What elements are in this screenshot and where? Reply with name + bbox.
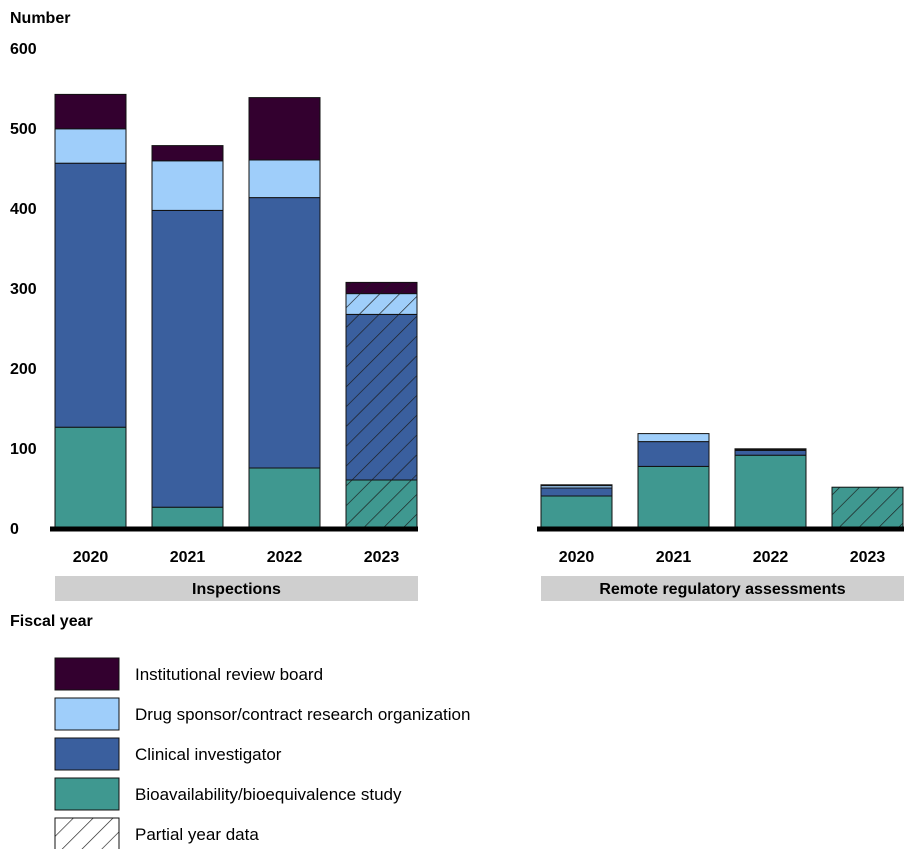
- bar-segment-ba_be: [734, 454, 807, 529]
- panel-label-band: [541, 576, 904, 601]
- bar-segment-ci: [734, 449, 807, 456]
- legend-swatch-ci: [54, 737, 120, 771]
- bar-segment-ba_be: [151, 506, 224, 529]
- bar-segment-ci: [540, 487, 613, 497]
- partial-hatch: [832, 487, 903, 528]
- x-tick-label: 2023: [850, 549, 886, 566]
- y-axis-title: Number: [10, 10, 70, 27]
- x-tick-label: 2021: [170, 549, 206, 566]
- x-tick-label: 2021: [656, 549, 692, 566]
- y-tick-label: 400: [10, 201, 37, 218]
- x-tick-label: 2022: [753, 549, 789, 566]
- x-tick-label: 2022: [267, 549, 303, 566]
- legend-label: Drug sponsor/contract research organizat…: [135, 705, 470, 724]
- panel-1: 2020 2021 2022 2023 Remote regulatory assess…: [537, 433, 904, 601]
- legend-label: Institutional review board: [135, 665, 323, 684]
- legend-swatch-irb: [54, 657, 120, 691]
- legend-label: Clinical investigator: [135, 745, 282, 764]
- legend-label: Bioavailability/bioequivalence study: [135, 785, 402, 804]
- partial-hatch: [346, 480, 417, 528]
- legend-swatch-ba_be: [54, 777, 120, 811]
- y-tick-label: 200: [10, 361, 37, 378]
- y-tick-label: 100: [10, 441, 37, 458]
- bar-segment-irb: [540, 484, 613, 487]
- y-tick-label: 600: [10, 41, 37, 58]
- bar-segment-ba_be: [540, 495, 613, 529]
- bar-segment-sponsor: [54, 128, 127, 164]
- bar-segment-ba_be: [248, 467, 321, 529]
- x-tick-label: 2020: [559, 549, 595, 566]
- partial-hatch: [346, 282, 417, 294]
- panel-label: Inspections: [192, 581, 281, 598]
- bar-segment-ba_be: [54, 426, 127, 529]
- y-tick-label: 0: [10, 521, 19, 538]
- panel-label: Remote regulatory assessments: [599, 581, 845, 598]
- y-tick-label: 300: [10, 281, 37, 298]
- bar-segment-sponsor: [248, 159, 321, 199]
- legend-swatch-partial: [54, 817, 120, 849]
- y-tick-label: 500: [10, 121, 37, 138]
- bar-segment-irb: [248, 97, 321, 161]
- legend-label: Partial year data: [135, 825, 259, 844]
- panel-label-band: [55, 576, 418, 601]
- bar-segment-ci: [54, 162, 127, 428]
- bar-segment-ci: [151, 209, 224, 508]
- partial-hatch: [346, 293, 417, 315]
- y-axis-ticks: 0 100 200 300 400 500 600: [10, 41, 37, 538]
- panel-0: 2020 2021 2022 2023 Inspections: [50, 93, 418, 601]
- x-tick-label: 2023: [364, 549, 400, 566]
- bar-segment-irb: [734, 448, 807, 451]
- legend-swatch-sponsor: [54, 697, 120, 731]
- bar-segment-ci: [248, 197, 321, 469]
- bar-segment-irb: [151, 145, 224, 162]
- x-tick-label: 2020: [73, 549, 109, 566]
- bar-segment-irb: [54, 93, 127, 130]
- legend: Institutional review board Drug sponsor/c…: [54, 657, 470, 849]
- bar-segment-sponsor: [151, 160, 224, 211]
- bar-segment-ci: [637, 441, 710, 467]
- bar-segment-ba_be: [637, 465, 710, 529]
- bar-segment-sponsor: [637, 433, 710, 443]
- partial-hatch: [346, 314, 417, 480]
- x-axis-title: Fiscal year: [10, 613, 93, 630]
